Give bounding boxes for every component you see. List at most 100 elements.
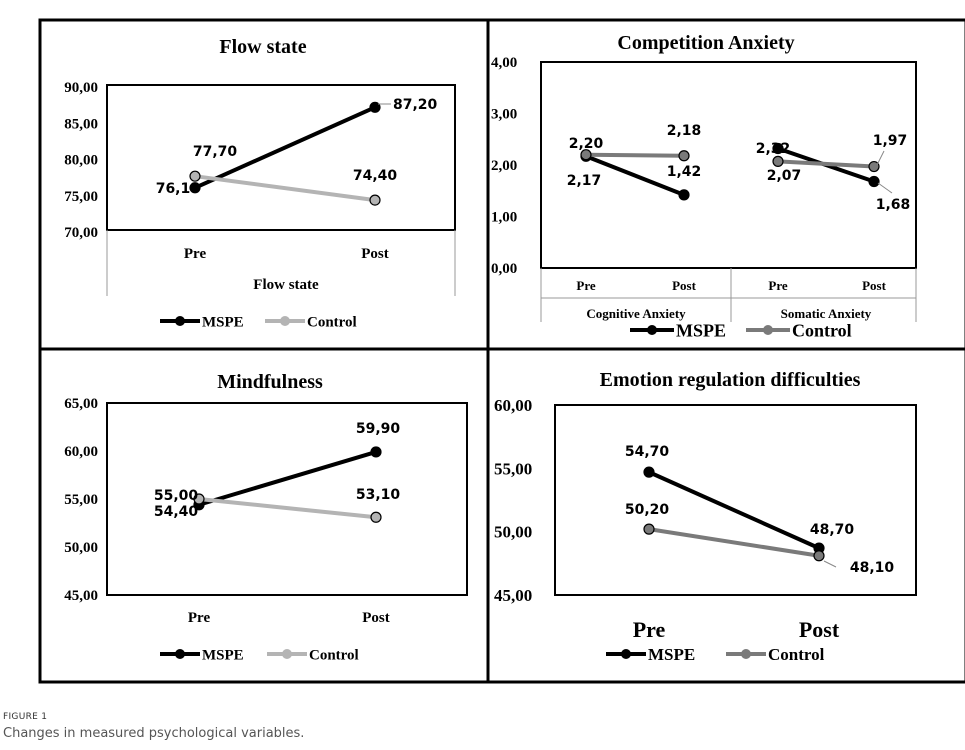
chart-title-mindfulness: Mindfulness xyxy=(217,371,323,393)
data-label-emotion: 48,70 xyxy=(810,522,855,538)
legend-label-control: Control xyxy=(309,647,359,663)
data-point-control-emotion xyxy=(813,550,825,562)
y-tick-anxiety: 3,00 xyxy=(491,107,517,123)
data-point-control-mindfulness xyxy=(370,511,382,523)
legend-label-mspe: MSPE xyxy=(676,320,726,340)
data-point-mspe-flow xyxy=(189,182,201,194)
figure-label: FIGURE 1 xyxy=(3,712,48,722)
chart-title-anxiety: Competition Anxiety xyxy=(617,32,794,54)
y-tick-flow: 85,00 xyxy=(64,116,98,132)
plot-area-emotion xyxy=(554,404,917,596)
y-tick-mindfulness: 55,00 xyxy=(64,492,98,508)
x-tick-emotion: Pre xyxy=(633,617,666,642)
data-point-control-anxiety xyxy=(772,155,784,167)
series-line-control-anxiety xyxy=(777,159,875,169)
data-point-mspe-anxiety xyxy=(772,142,784,155)
data-label-anxiety: 2,32 xyxy=(756,141,791,157)
data-label-flow: 77,70 xyxy=(193,144,238,160)
legend-marker-control xyxy=(741,649,751,659)
data-label-mindfulness: 53,10 xyxy=(356,487,401,503)
legend-label-mspe: MSPE xyxy=(202,314,244,330)
y-tick-mindfulness: 50,00 xyxy=(64,540,98,556)
series-line-control-mindfulness xyxy=(198,497,377,520)
data-point-control-anxiety xyxy=(868,160,880,173)
data-point-control-anxiety xyxy=(580,149,592,161)
legend-label-control: Control xyxy=(307,314,357,330)
legend-label-mspe: MSPE xyxy=(648,645,695,664)
data-label-anxiety: 1,68 xyxy=(876,197,911,213)
data-label-flow: 87,20 xyxy=(393,97,438,113)
x-tick-mindfulness: Pre xyxy=(188,610,211,626)
data-label-anxiety: 1,42 xyxy=(667,164,702,180)
data-point-mspe-flow xyxy=(369,101,381,113)
x-tick-flow: Post xyxy=(361,246,389,262)
y-tick-emotion: 60,00 xyxy=(494,396,532,415)
series-line-mspe-mindfulness xyxy=(198,450,377,507)
data-label-flow: 76,10 xyxy=(156,181,201,197)
data-point-mspe-anxiety xyxy=(678,189,690,201)
data-label-anxiety: 1,97 xyxy=(873,133,908,149)
y-tick-emotion: 45,00 xyxy=(494,586,532,605)
legend-marker-control xyxy=(763,325,773,335)
x-tick-anxiety: Pre xyxy=(576,278,595,293)
group-label-cognitive: Cognitive Anxiety xyxy=(586,306,686,321)
series-line-mspe-anxiety xyxy=(585,154,685,197)
chart-title-flow: Flow state xyxy=(219,36,306,58)
y-tick-emotion: 55,00 xyxy=(494,459,532,478)
series-line-mspe-emotion xyxy=(648,470,820,550)
data-point-control-flow xyxy=(369,194,381,206)
x-tick-anxiety: Post xyxy=(672,278,697,293)
data-point-mspe-mindfulness xyxy=(370,446,382,458)
group-label-somatic: Somatic Anxiety xyxy=(781,306,872,321)
x-tick-anxiety: Post xyxy=(862,278,887,293)
chart-title-emotion: Emotion regulation difficulties xyxy=(600,369,861,391)
legend-marker-mspe xyxy=(621,649,631,659)
y-tick-flow: 75,00 xyxy=(64,189,98,205)
data-label-emotion: 48,10 xyxy=(850,560,895,576)
y-tick-flow: 80,00 xyxy=(64,153,98,169)
data-label-anxiety: 2,07 xyxy=(767,168,802,184)
legend-marker-mspe xyxy=(647,325,657,335)
data-point-mspe-emotion xyxy=(643,466,655,478)
legend-label-control: Control xyxy=(792,320,852,340)
data-label-mindfulness: 54,40 xyxy=(154,504,199,520)
outer-frame xyxy=(38,18,965,684)
data-label-flow: 74,40 xyxy=(353,168,398,184)
data-point-control-mindfulness xyxy=(193,493,205,505)
figure-caption: Changes in measured psychological variab… xyxy=(3,726,305,741)
x-tick-mindfulness: Post xyxy=(362,610,390,626)
data-point-control-anxiety xyxy=(678,150,690,162)
y-tick-anxiety: 0,00 xyxy=(491,261,517,277)
y-tick-mindfulness: 65,00 xyxy=(64,396,98,412)
leader-line-anxiety xyxy=(877,182,893,194)
data-point-control-emotion xyxy=(643,523,655,535)
legend-marker-mspe xyxy=(175,316,185,326)
data-point-control-flow xyxy=(189,170,201,182)
data-point-mspe-anxiety xyxy=(868,175,880,188)
series-line-control-anxiety xyxy=(585,152,685,158)
legend-marker-mspe xyxy=(175,649,185,659)
x-tick-anxiety: Pre xyxy=(768,278,787,293)
data-label-anxiety: 2,20 xyxy=(569,136,604,152)
y-tick-anxiety: 2,00 xyxy=(491,158,517,174)
leader-line-anxiety xyxy=(876,150,885,166)
x-tick-flow: Pre xyxy=(184,246,207,262)
data-label-emotion: 50,20 xyxy=(625,502,670,518)
legend-label-mspe: MSPE xyxy=(202,647,244,663)
data-label-anxiety: 2,18 xyxy=(667,123,702,139)
data-label-mindfulness: 55,00 xyxy=(154,488,199,504)
series-line-control-flow xyxy=(194,174,376,203)
plot-area-anxiety xyxy=(540,61,917,269)
y-tick-mindfulness: 45,00 xyxy=(64,588,98,604)
y-tick-emotion: 50,00 xyxy=(494,523,532,542)
series-line-control-emotion xyxy=(648,527,820,558)
y-tick-flow: 90,00 xyxy=(64,80,98,96)
y-tick-flow: 70,00 xyxy=(64,225,98,241)
plot-area-mindfulness xyxy=(106,402,468,596)
plot-area-flow xyxy=(106,84,456,231)
legend-marker-control xyxy=(280,316,290,326)
group-label-flow: Flow state xyxy=(253,277,319,293)
y-tick-anxiety: 1,00 xyxy=(491,210,517,226)
y-tick-anxiety: 4,00 xyxy=(491,55,517,71)
